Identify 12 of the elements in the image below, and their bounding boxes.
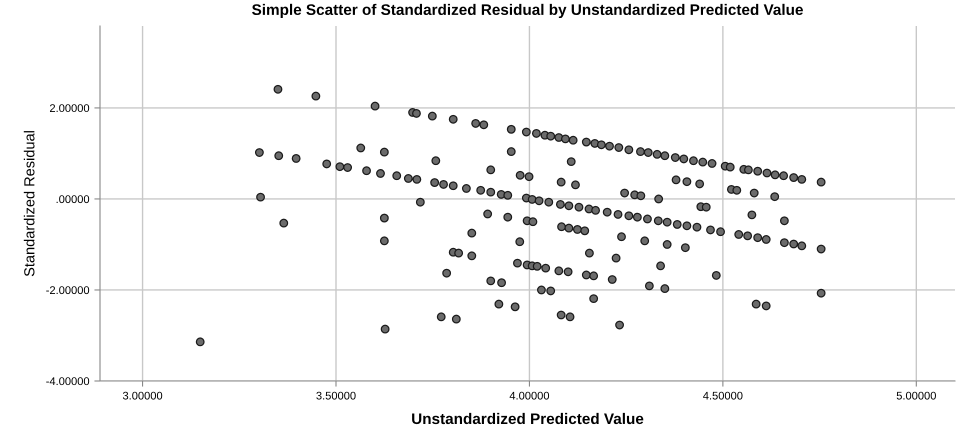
chart-title: Simple Scatter of Standardized Residual by Unstandardized Predicted Value — [252, 4, 803, 18]
x-tick-label: 5.00000 — [896, 392, 936, 400]
x-tick-label: 4.00000 — [510, 392, 550, 400]
y-tick-label: -2.00000 — [46, 286, 90, 294]
x-tick-label: 4.50000 — [703, 392, 743, 400]
y-tick-label: -4.00000 — [46, 377, 90, 386]
y-axis-title: Standardized Residual — [24, 131, 35, 276]
y-tick-label: .00000 — [56, 195, 90, 204]
x-tick-label: 3.00000 — [122, 392, 162, 400]
x-axis-title: Unstandardized Predicted Value — [412, 412, 644, 424]
y-tick-label: 2.00000 — [50, 104, 90, 112]
x-tick-label: 3.50000 — [316, 392, 356, 400]
